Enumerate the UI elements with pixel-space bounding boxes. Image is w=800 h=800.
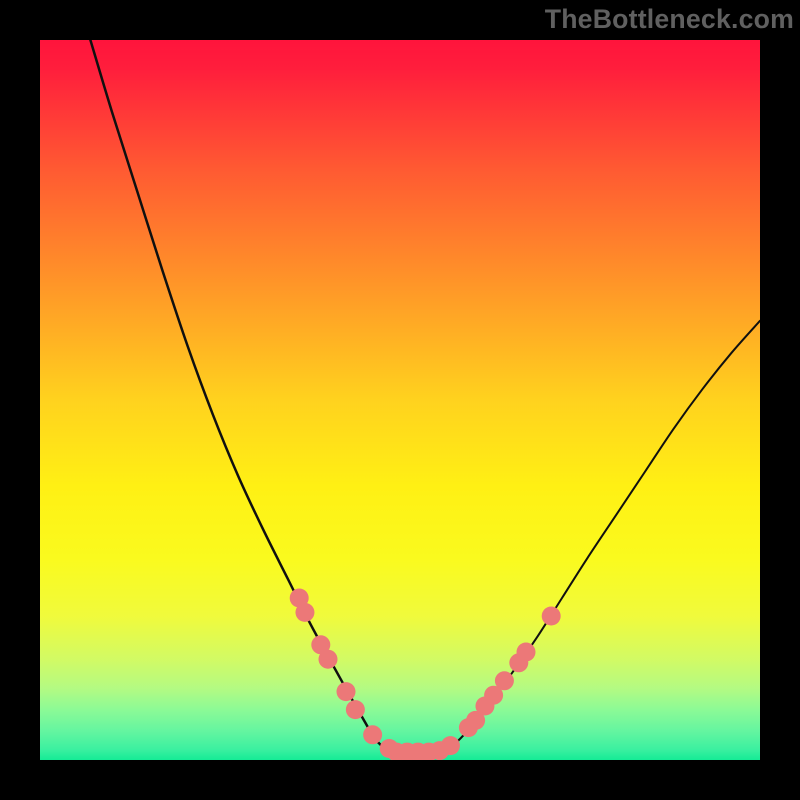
marker-point xyxy=(441,736,460,755)
marker-point xyxy=(319,650,338,669)
bottleneck-chart-svg xyxy=(0,0,800,800)
marker-point xyxy=(295,603,314,622)
marker-point xyxy=(346,700,365,719)
chart-frame: TheBottleneck.com xyxy=(0,0,800,800)
plot-background-gradient xyxy=(40,40,760,760)
marker-point xyxy=(337,682,356,701)
marker-point xyxy=(495,671,514,690)
marker-point xyxy=(517,643,536,662)
marker-point xyxy=(363,725,382,744)
marker-point xyxy=(542,607,561,626)
watermark-text: TheBottleneck.com xyxy=(545,4,794,35)
